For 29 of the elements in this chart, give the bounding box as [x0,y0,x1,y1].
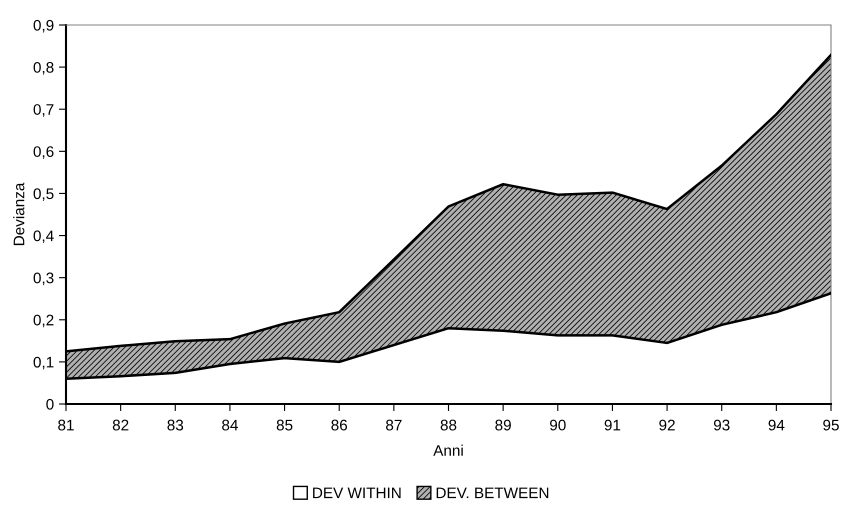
y-tick-label: 0,3 [34,272,54,286]
y-tick-label: 0,6 [34,146,54,159]
x-tick-label: 88 [440,420,456,430]
x-tick-label: 87 [386,420,402,430]
x-tick-label: 85 [276,420,292,430]
x-tick-label: 82 [112,420,128,430]
y-tick-label: 0,2 [34,314,54,328]
y-tick-label: 0,5 [34,188,54,201]
legend-label: DEV WITHIN [313,488,401,498]
legend-label: DEV. BETWEEN [436,488,548,498]
x-tick-label: 93 [714,420,730,430]
x-tick-label: 90 [550,420,566,430]
y-axis-title: Devianza [13,182,24,246]
y-tick-label: 0,1 [34,356,54,370]
y-tick-label: 0 [46,398,54,410]
x-tick-label: 84 [222,420,238,430]
x-tick-label: 91 [604,420,620,430]
y-tick-label: 0,7 [34,104,54,117]
x-tick-label: 92 [659,420,675,430]
x-tick-label: 81 [58,420,74,430]
x-tick-label: 86 [331,420,348,430]
x-tick-label: 89 [495,420,511,430]
x-axis-title: Anni [433,444,463,456]
x-tick-label: 83 [167,420,184,430]
y-tick-label: 0,4 [34,230,54,244]
x-tick-label: 95 [823,420,839,430]
y-tick-label: 0,8 [34,62,54,75]
y-tick-label: 0,9 [34,20,54,32]
x-tick-label: 94 [768,420,784,430]
